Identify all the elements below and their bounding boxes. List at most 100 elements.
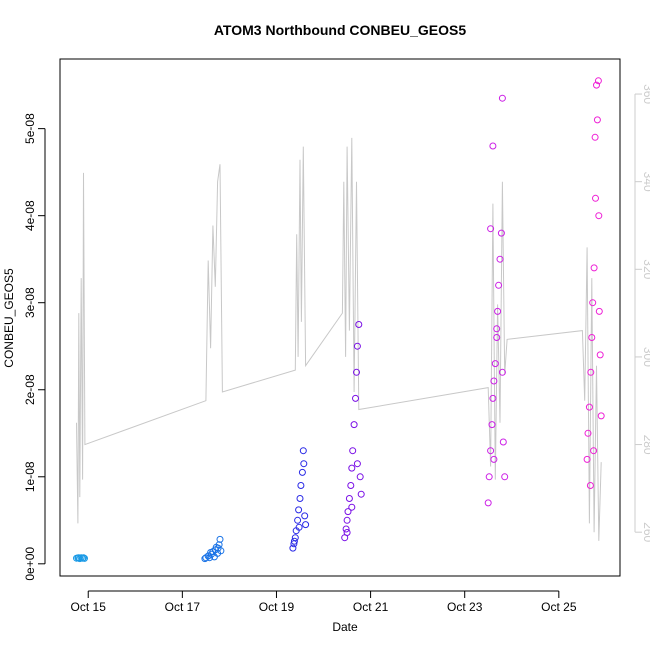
scatter-point xyxy=(498,94,506,102)
scatter-point xyxy=(74,554,82,562)
scatter-point xyxy=(488,421,496,429)
scatter-point xyxy=(295,506,303,514)
scatter-point xyxy=(349,447,357,455)
y-tick-label: 5e-08 xyxy=(23,113,37,144)
scatter-point xyxy=(296,495,304,502)
y-tick-label: 3e-08 xyxy=(23,287,37,318)
scatter-point xyxy=(587,368,595,376)
y-tick-label: 0e+00 xyxy=(23,547,37,581)
scatter-point xyxy=(348,503,356,511)
scatter-point xyxy=(490,377,498,385)
scatter-point xyxy=(348,464,356,472)
scatter-point xyxy=(355,321,363,328)
scatter-point xyxy=(489,142,497,150)
scatter-point xyxy=(345,495,353,502)
scatter-point xyxy=(347,482,355,489)
x-tick-label: Oct 19 xyxy=(259,600,295,614)
x-axis-label: Date xyxy=(332,620,358,634)
scatter-point xyxy=(290,537,298,545)
scatter-point xyxy=(589,299,597,307)
x-tick-label: Oct 15 xyxy=(71,600,107,614)
y2-tick-label: 340 xyxy=(641,172,650,192)
line-series xyxy=(76,137,602,541)
scatter-point xyxy=(353,460,361,468)
scatter-point xyxy=(344,508,352,516)
scatter-point xyxy=(302,521,310,529)
scatter-point xyxy=(299,447,307,455)
scatter-point xyxy=(583,455,591,463)
scatter-point xyxy=(356,473,364,481)
scatter-point xyxy=(342,525,350,533)
y2-axis: 260 280 300 320 340 360 xyxy=(634,84,650,543)
scatter-point xyxy=(596,351,604,359)
scatter-point xyxy=(593,116,601,124)
scatter-point xyxy=(498,368,506,376)
x-tick-label: Oct 17 xyxy=(165,600,201,614)
line-series-layer xyxy=(76,137,602,541)
x-axis: Oct 15 Oct 17 Oct 19 Oct 21 Oct 23 Oct 25 xyxy=(71,590,577,614)
scatter-point xyxy=(291,534,299,542)
scatter-point xyxy=(489,394,497,402)
scatter-point xyxy=(590,447,598,455)
scatter-point xyxy=(597,412,605,420)
scatter-point xyxy=(289,544,297,552)
scatter-point xyxy=(297,482,305,489)
scatter-point xyxy=(300,460,308,468)
scatter-point xyxy=(490,455,498,463)
scatter-point xyxy=(592,194,599,202)
y2-tick-label: 360 xyxy=(641,84,650,104)
scatter-point xyxy=(207,549,215,556)
y-tick-label: 2e-08 xyxy=(23,374,37,405)
scatter-point xyxy=(494,307,502,315)
scatter-point xyxy=(593,81,600,89)
plot-frame xyxy=(59,58,621,577)
scatter-point xyxy=(487,447,495,455)
scatter-point xyxy=(594,77,602,85)
x-tick-label: Oct 23 xyxy=(447,600,483,614)
scatter-point xyxy=(216,535,224,543)
y2-tick-label: 280 xyxy=(641,435,650,455)
scatter-point xyxy=(352,394,359,402)
scatter-point xyxy=(357,490,365,498)
scatter-point xyxy=(501,473,509,481)
scatter-point xyxy=(301,512,309,520)
scatter-point xyxy=(493,334,501,341)
scatter-point xyxy=(350,421,358,429)
scatter-point xyxy=(499,438,507,446)
scatter-point xyxy=(590,264,598,272)
y-tick-label: 4e-08 xyxy=(23,200,37,231)
scatter-point xyxy=(343,529,351,536)
scatter-point xyxy=(588,334,596,341)
scatter-point xyxy=(353,368,360,376)
y2-tick-label: 300 xyxy=(641,347,650,367)
scatter-point xyxy=(586,482,594,489)
y-axis: 0e+00 1e-08 2e-08 3e-08 4e-08 5e-08 xyxy=(23,113,46,581)
scatter-point xyxy=(353,342,361,350)
scatter-point xyxy=(495,281,503,289)
scatter-point xyxy=(215,541,223,549)
scatter-point xyxy=(484,499,492,507)
x-tick-label: Oct 25 xyxy=(541,600,577,614)
scatter-point xyxy=(584,429,592,437)
scatter-point xyxy=(491,360,499,368)
scatter-points-layer xyxy=(73,77,605,563)
scatter-point xyxy=(497,229,505,237)
scatter-point xyxy=(585,403,593,411)
y2-tick-label: 260 xyxy=(641,522,650,542)
y-tick-label: 1e-08 xyxy=(23,461,37,492)
scatter-point xyxy=(485,473,493,481)
scatter-point xyxy=(81,554,88,562)
y-axis-label: CONBEU_GEOS5 xyxy=(2,268,16,368)
scatter-point xyxy=(206,554,214,562)
y2-tick-label: 320 xyxy=(641,259,650,279)
scatter-point xyxy=(214,544,222,552)
scatter-point xyxy=(298,468,306,476)
scatter-point xyxy=(343,516,351,524)
scatter-point xyxy=(591,133,599,141)
chart-title: ATOM3 Northbound CONBEU_GEOS5 xyxy=(214,22,466,38)
x-tick-label: Oct 21 xyxy=(353,600,389,614)
scatter-point xyxy=(487,225,495,233)
